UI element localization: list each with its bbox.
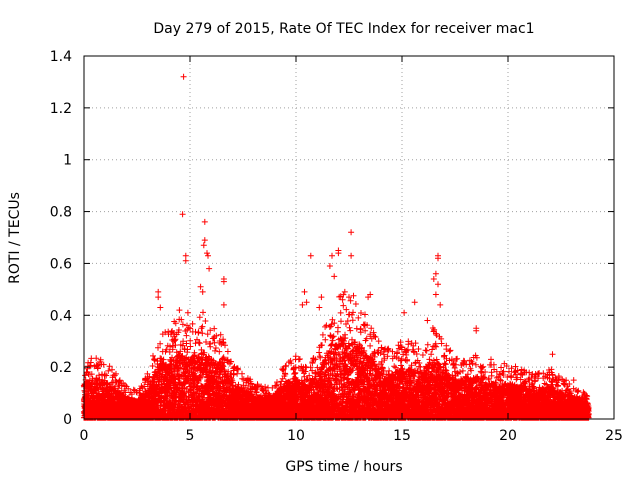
roti-points — [80, 73, 592, 421]
y-tick-label: 0.2 — [50, 360, 72, 376]
y-tick-label: 1 — [63, 153, 72, 169]
x-axis-label: GPS time / hours — [285, 459, 402, 475]
y-tick-label: 0.4 — [50, 308, 72, 324]
x-tick-label: 15 — [393, 428, 411, 444]
y-tick-label: 0.8 — [50, 205, 72, 221]
x-tick-label: 5 — [186, 428, 195, 444]
data-points — [80, 73, 592, 421]
x-tick-label: 20 — [499, 428, 517, 444]
x-tick-label: 10 — [287, 428, 305, 444]
x-tick-label: 25 — [605, 428, 623, 444]
x-tick-label: 0 — [80, 428, 89, 444]
y-tick-label: 1.2 — [50, 101, 72, 117]
chart-title: Day 279 of 2015, Rate Of TEC Index for r… — [153, 21, 534, 37]
plot-frame — [83, 55, 615, 420]
y-tick-label: 0 — [63, 412, 72, 428]
y-tick-label: 0.6 — [50, 256, 72, 272]
axis-tick-labels: 0 5 10 15 20 25 0 0.2 0.4 0.6 0.8 1 1.2 1.4 — [50, 49, 623, 444]
y-axis-label: ROTI / TECUs — [7, 192, 23, 284]
axis-ticks — [83, 55, 615, 420]
y-tick-label: 1.4 — [50, 49, 72, 65]
